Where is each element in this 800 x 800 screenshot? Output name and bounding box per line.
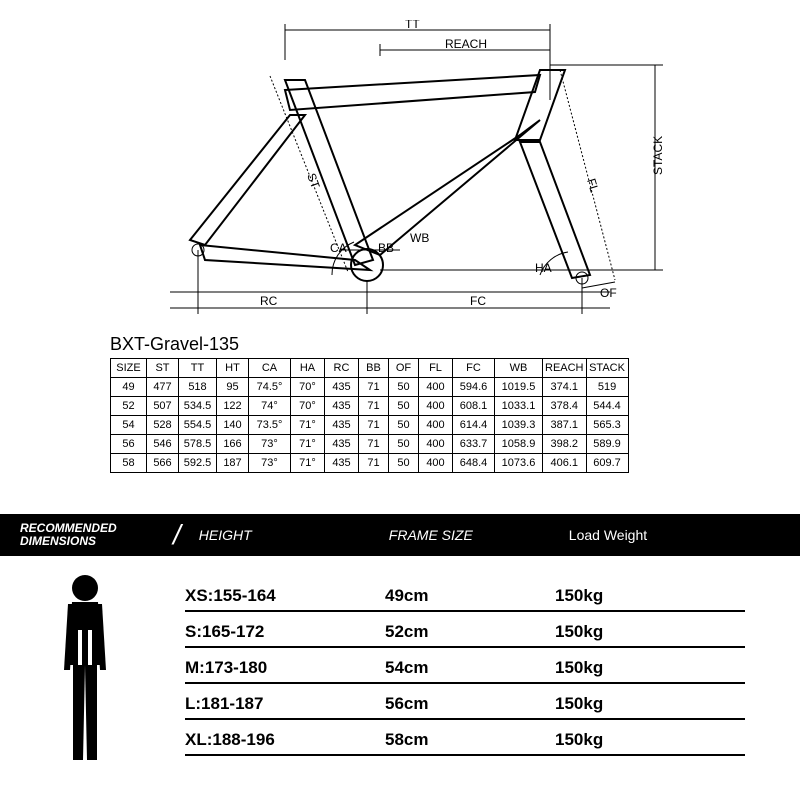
size-frame: 56cm	[385, 694, 555, 714]
geo-col-wb: WB	[495, 359, 543, 378]
banner-frame: FRAME SIZE	[389, 527, 569, 543]
sizing-area: XS:155-16449cm150kgS:165-17252cm150kgM:1…	[0, 570, 800, 780]
geo-col-fc: FC	[453, 359, 495, 378]
frame-geometry-diagram: TT REACH STACK ST FL CA HA RC FC WB BB O…	[110, 20, 680, 330]
geo-col-bb: BB	[359, 359, 389, 378]
size-height: M:173-180	[185, 658, 385, 678]
geo-col-st: ST	[147, 359, 179, 378]
size-frame: 49cm	[385, 586, 555, 606]
table-row: 58566592.518773°71°4357150400648.41073.6…	[111, 454, 629, 473]
label-stack: STACK	[651, 136, 665, 175]
size-row: M:173-18054cm150kg	[185, 648, 745, 684]
geo-col-ha: HA	[291, 359, 325, 378]
table-row: 56546578.516673°71°4357150400633.71058.9…	[111, 435, 629, 454]
label-wb: WB	[410, 231, 429, 245]
banner-load: Load Weight	[569, 527, 709, 543]
size-frame: 54cm	[385, 658, 555, 678]
table-row: 494775189574.5°70°4357150400594.61019.53…	[111, 378, 629, 397]
recommended-banner: RECOMMENDED DIMENSIONS / HEIGHT FRAME SI…	[0, 514, 800, 556]
label-rc: RC	[260, 294, 278, 308]
size-load: 150kg	[555, 694, 705, 714]
size-row: XL:188-19658cm150kg	[185, 720, 745, 756]
geo-col-tt: TT	[179, 359, 217, 378]
size-frame: 58cm	[385, 730, 555, 750]
table-row: 54528554.514073.5°71°4357150400614.41039…	[111, 416, 629, 435]
label-tt: TT	[405, 20, 420, 31]
size-height: XL:188-196	[185, 730, 385, 750]
size-load: 150kg	[555, 658, 705, 678]
geo-col-ca: CA	[249, 359, 291, 378]
geo-col-stack: STACK	[586, 359, 628, 378]
geo-col-size: SIZE	[111, 359, 147, 378]
person-silhouette-icon	[40, 570, 130, 770]
banner-slash: /	[173, 519, 181, 551]
label-ha: HA	[535, 261, 552, 275]
geo-col-ht: HT	[217, 359, 249, 378]
geo-col-of: OF	[389, 359, 419, 378]
size-height: XS:155-164	[185, 586, 385, 606]
geo-col-fl: FL	[419, 359, 453, 378]
banner-height: HEIGHT	[199, 527, 389, 543]
size-load: 150kg	[555, 730, 705, 750]
label-fl: FL	[584, 177, 602, 195]
geo-col-reach: REACH	[543, 359, 587, 378]
product-title: BXT-Gravel-135	[110, 334, 239, 355]
size-height: L:181-187	[185, 694, 385, 714]
size-row: XS:155-16449cm150kg	[185, 576, 745, 612]
size-load: 150kg	[555, 622, 705, 642]
size-row: S:165-17252cm150kg	[185, 612, 745, 648]
geometry-table: SIZESTTTHTCAHARCBBOFFLFCWBREACHSTACK 494…	[110, 358, 629, 473]
label-reach: REACH	[445, 37, 487, 51]
size-load: 150kg	[555, 586, 705, 606]
label-bb: BB	[378, 241, 394, 255]
label-of: OF	[600, 286, 617, 300]
table-row: 52507534.512274°70°4357150400608.11033.1…	[111, 397, 629, 416]
label-ca: CA	[330, 241, 347, 255]
size-frame: 52cm	[385, 622, 555, 642]
label-fc: FC	[470, 294, 486, 308]
geo-col-rc: RC	[325, 359, 359, 378]
size-height: S:165-172	[185, 622, 385, 642]
size-row: L:181-18756cm150kg	[185, 684, 745, 720]
banner-rec-2: DIMENSIONS	[20, 535, 165, 548]
